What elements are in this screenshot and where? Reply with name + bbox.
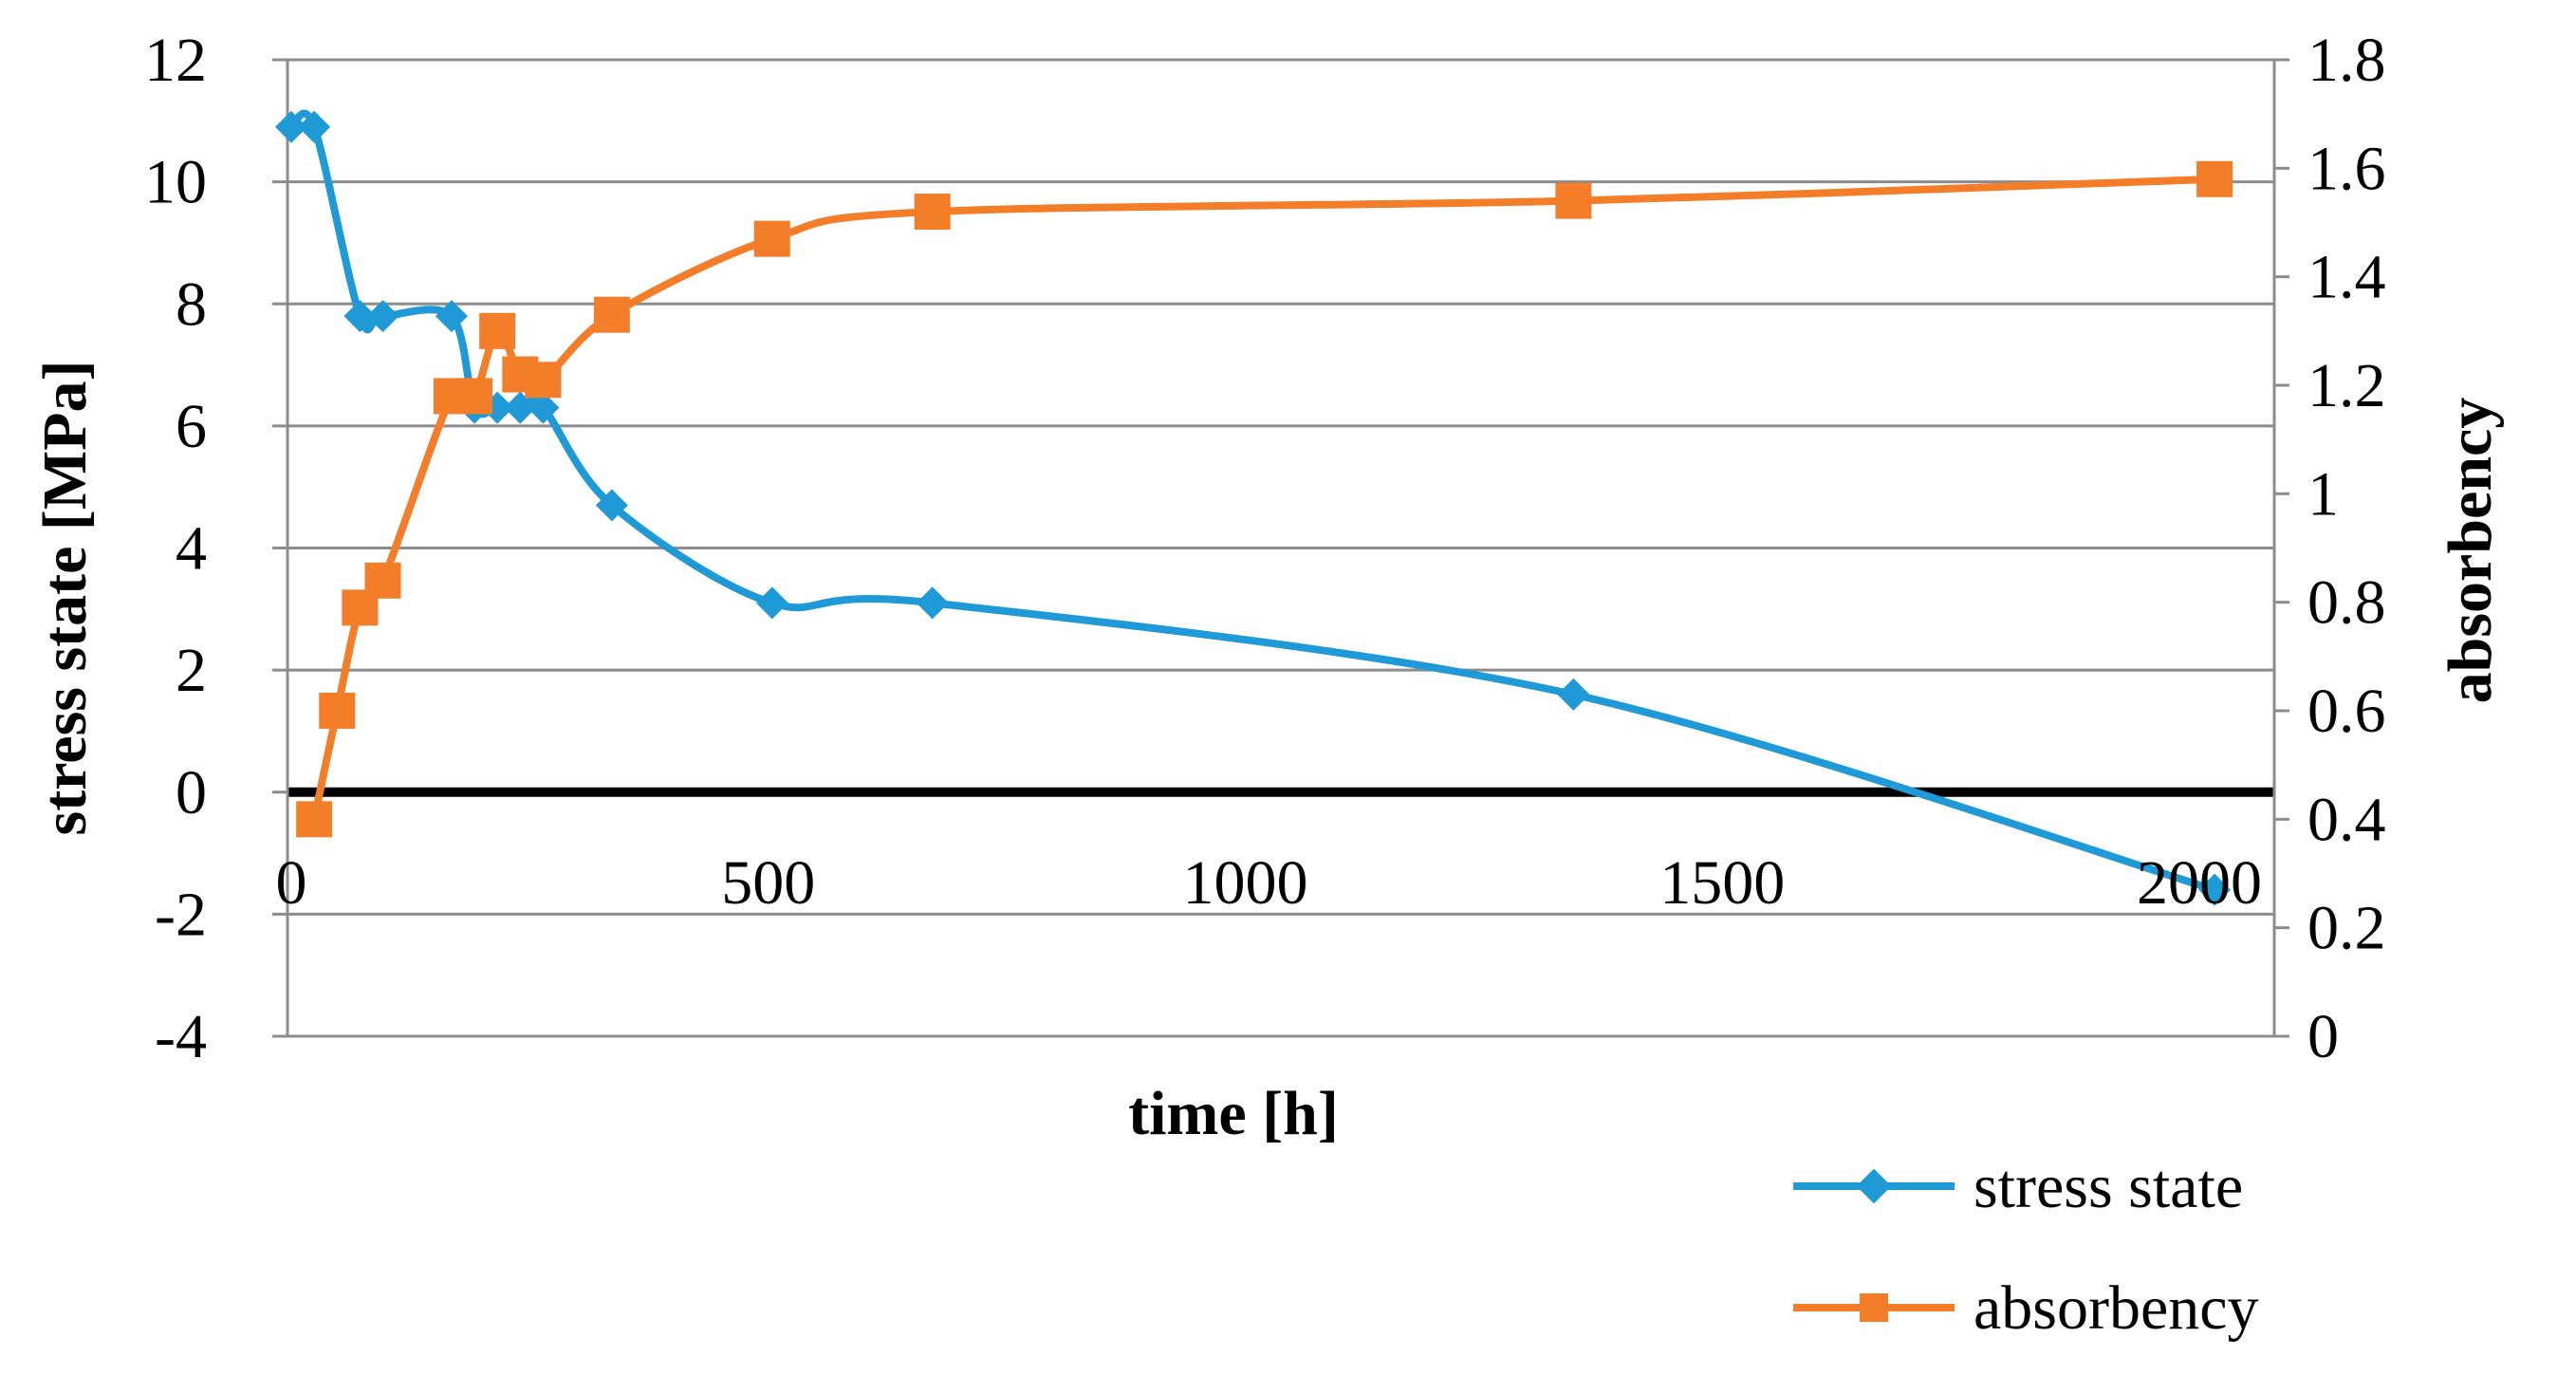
x-tick-label: 1000 (1183, 848, 1308, 918)
data-point (527, 391, 560, 424)
data-point (298, 110, 331, 143)
y-right-tick-label: 1.8 (2307, 26, 2386, 95)
data-point (525, 362, 562, 399)
y-left-tick-label: 4 (176, 514, 207, 584)
y-left-tick-label: 8 (176, 269, 207, 339)
legend-marker-stress-state (1856, 1168, 1892, 1204)
tick-labels: -4 -2 0 2 4 6 8 10 12 0 0.2 0.4 0.6 0.8 1 1.2 1.4 1.6 1.8 0… (144, 26, 2386, 1071)
data-point (275, 110, 307, 143)
y-right-tick-label: 0.8 (2307, 568, 2386, 638)
data-point (504, 391, 537, 424)
data-point (435, 300, 468, 333)
y-axis-left-title: stress state [MPa] (30, 361, 100, 836)
y-right-tick-label: 0.6 (2307, 677, 2386, 746)
y-left-tick-label: -2 (155, 880, 207, 949)
y-axis-right-title: absorbency (2436, 398, 2505, 704)
legend-item-absorbency[interactable]: absorbency (1793, 1273, 2259, 1343)
y-left-tick-label: 6 (176, 392, 207, 461)
data-point (364, 562, 401, 599)
y-right-tick-label: 0 (2307, 1002, 2339, 1071)
data-point (2198, 873, 2232, 906)
data-point (456, 378, 493, 415)
series-line (310, 175, 2215, 821)
data-point (1555, 182, 1592, 219)
y-right-tick-label: 1.6 (2307, 134, 2386, 203)
y-left-tick-label: 2 (176, 636, 207, 705)
y-left-tick-label: -4 (155, 1002, 207, 1071)
y-right-tick-label: 1 (2307, 459, 2339, 529)
data-point (593, 296, 630, 333)
series-stress-state (275, 109, 2232, 906)
axes (272, 58, 2289, 1038)
data-point (595, 489, 628, 522)
y-left-tick-label: 10 (144, 148, 207, 217)
x-axis-title: time [h] (1128, 1079, 1339, 1148)
y-left-tick-label: 12 (144, 26, 207, 95)
data-point (914, 194, 951, 231)
x-tick-label: 1500 (1659, 848, 1785, 918)
legend-label-absorbency: absorbency (1974, 1273, 2259, 1343)
series-group (275, 109, 2233, 906)
x-tick-label: 0 (276, 848, 307, 918)
data-point (319, 693, 356, 729)
x-tick-label: 500 (721, 848, 815, 918)
series-line (288, 109, 2216, 894)
y-right-tick-label: 1.4 (2307, 243, 2386, 312)
y-left-tick-label: 0 (176, 758, 207, 827)
legend-label-stress-state: stress state (1974, 1152, 2243, 1221)
data-point (2196, 160, 2233, 197)
legend-item-stress-state[interactable]: stress state (1793, 1152, 2243, 1221)
data-point (753, 220, 790, 257)
legend: stress state absorbency (1793, 1152, 2259, 1343)
data-point (1557, 678, 1590, 711)
data-point (366, 300, 399, 333)
data-point (916, 586, 949, 620)
data-point (755, 586, 788, 620)
y-right-tick-label: 0.2 (2307, 894, 2386, 963)
x-tick-label: 2000 (2137, 848, 2262, 918)
data-point (343, 300, 377, 333)
y-right-tick-label: 0.4 (2307, 785, 2386, 854)
y-right-tick-label: 1.2 (2307, 351, 2386, 420)
data-point (296, 801, 333, 838)
series-absorbency (296, 160, 2233, 838)
legend-marker-absorbency (1860, 1293, 1888, 1322)
data-point (479, 312, 516, 349)
